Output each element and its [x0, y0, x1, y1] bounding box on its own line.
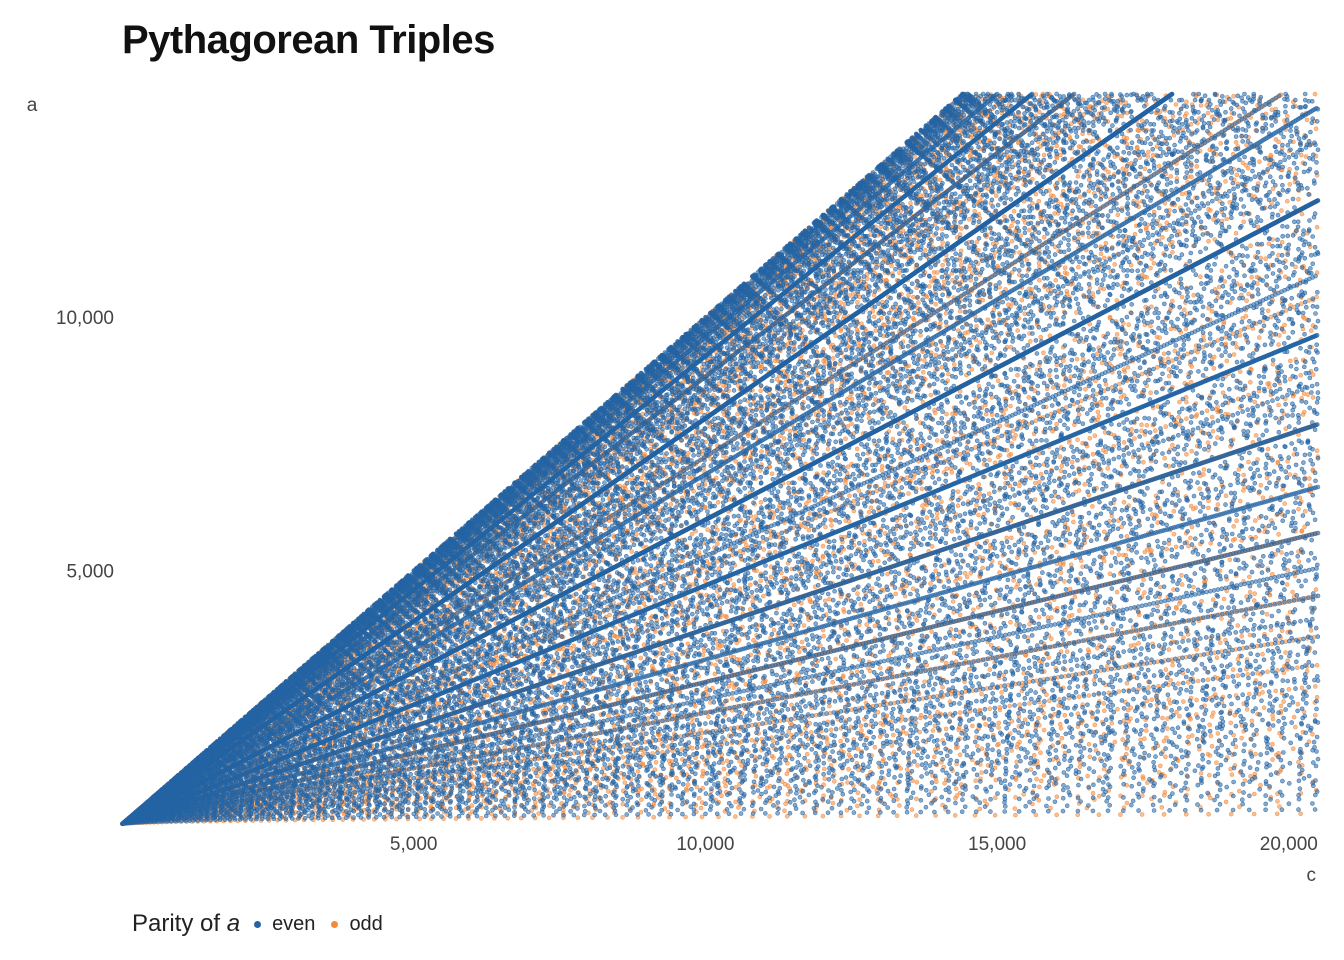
data-point — [881, 485, 887, 491]
data-point — [957, 451, 963, 457]
data-point — [950, 455, 955, 460]
data-point — [1117, 381, 1122, 387]
data-point — [851, 498, 857, 504]
data-point — [904, 475, 910, 481]
data-point — [995, 435, 1001, 440]
data-point — [1094, 391, 1099, 397]
data-point — [1170, 358, 1175, 363]
data-point — [768, 535, 773, 541]
data-point — [972, 445, 978, 450]
data-point — [1064, 405, 1069, 410]
data-point — [927, 465, 933, 471]
data-points — [120, 91, 1321, 827]
data-point — [1010, 428, 1016, 434]
data-point — [1033, 418, 1039, 424]
chart-title: Pythagorean Triples — [122, 18, 495, 63]
data-point — [874, 488, 879, 494]
data-point — [1079, 398, 1084, 404]
data-point — [1139, 371, 1145, 377]
data-point — [1132, 374, 1137, 380]
data-point — [1185, 351, 1190, 357]
data-point — [760, 538, 766, 544]
data-point — [1155, 364, 1160, 370]
data-point — [828, 508, 834, 514]
